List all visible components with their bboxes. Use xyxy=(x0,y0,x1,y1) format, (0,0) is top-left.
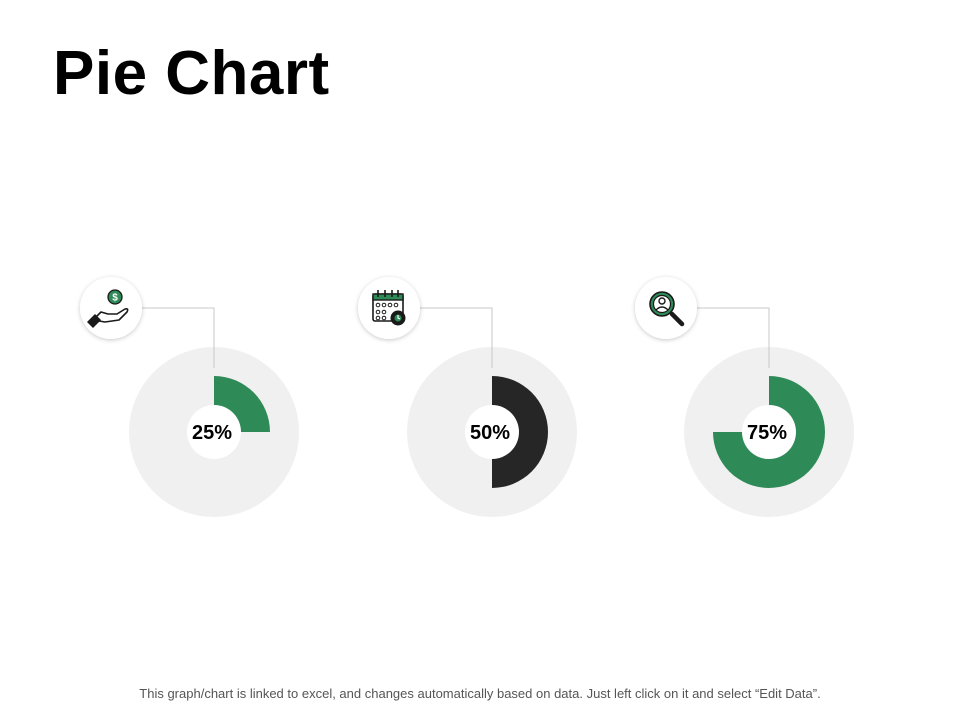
percent-label: 50% xyxy=(470,422,510,444)
percent-label: 25% xyxy=(192,422,232,444)
pie-center-hole xyxy=(742,405,796,459)
connector-line xyxy=(142,307,215,368)
svg-text:$: $ xyxy=(112,293,118,304)
page-title: Pie Chart xyxy=(53,39,330,108)
pie-chart-1: 25% $ xyxy=(80,277,299,517)
pie-center-hole xyxy=(465,405,519,459)
connector-line xyxy=(697,307,770,368)
connector-line xyxy=(420,307,493,368)
pie-center-hole xyxy=(187,405,241,459)
pie-chart-3: 75% xyxy=(635,277,854,517)
percent-label: 75% xyxy=(747,422,787,444)
search-person-icon xyxy=(635,277,697,339)
pie-slice-50 xyxy=(492,376,548,488)
pie-chart-2: 50% xyxy=(358,277,577,517)
money-hand-icon: $ xyxy=(80,277,142,339)
footer-note: This graph/chart is linked to excel, and… xyxy=(139,686,821,701)
calendar-clock-icon xyxy=(358,277,420,339)
